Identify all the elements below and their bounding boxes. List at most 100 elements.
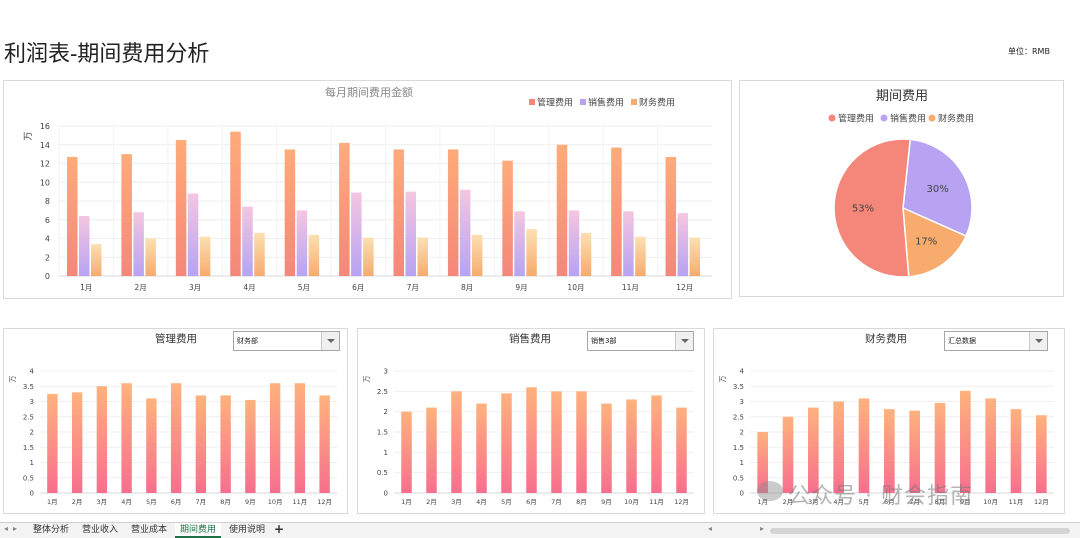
x-tick-label: 12月: [1034, 498, 1049, 506]
y-tick-label: 2: [30, 429, 34, 437]
tab-instructions[interactable]: 使用说明: [229, 525, 266, 535]
y-tick-label: 1.5: [377, 429, 388, 437]
bar: [96, 386, 108, 493]
unit-label: 单位：RMB: [1008, 47, 1050, 56]
y-tick-label: 0.5: [377, 469, 388, 477]
bar: [601, 403, 612, 493]
bar: [294, 383, 306, 493]
bar: [401, 411, 412, 493]
department-select-admin[interactable]: 财务部: [233, 331, 340, 351]
watermark: 公众号 · 财会指南: [788, 484, 973, 509]
chevron-down-icon[interactable]: [321, 332, 339, 350]
tab-revenue[interactable]: 营业收入: [82, 525, 119, 535]
page-title: 利润表-期间费用分析: [4, 42, 210, 67]
pie-value-label: 53%: [852, 204, 874, 215]
x-tick-label: 12月: [317, 498, 332, 506]
x-tick-label: 2月: [783, 498, 794, 506]
scroll-left-icon[interactable]: ◂: [708, 524, 713, 533]
y-tick-label: 3.5: [733, 383, 744, 391]
legend-label: 销售费用: [890, 113, 926, 125]
bar: [121, 383, 132, 493]
y-tick-label: 12: [40, 160, 50, 169]
x-tick-label: 12月: [676, 283, 693, 292]
pie-slice-finance: [902, 206, 968, 278]
legend-swatch: [631, 99, 637, 105]
tab-overall[interactable]: 整体分析: [33, 525, 70, 535]
x-tick-label: 9月: [960, 498, 971, 506]
x-tick-label: 10月: [268, 498, 283, 506]
chevron-down-icon[interactable]: [1029, 332, 1047, 350]
bar-sales: [187, 193, 199, 276]
bar: [858, 398, 870, 493]
bar: [1010, 409, 1022, 493]
x-tick-label: 9月: [245, 498, 256, 506]
bar-admin: [284, 149, 296, 276]
bar: [985, 398, 996, 493]
pie-value-label: 30%: [927, 184, 949, 195]
monthly-expense-chart[interactable]: 每月期间费用金额 管理费用 销售费用 财务费用万 0 2 4 6 8 10 12 14 16 1月 2月 3月…: [3, 80, 732, 299]
bar: [426, 407, 437, 493]
x-tick-label: 5月: [146, 498, 157, 506]
legend-label: 管理费用: [537, 97, 573, 109]
small-chart-title: 管理费用: [155, 332, 197, 345]
y-tick-label: 3.5: [23, 383, 34, 391]
x-tick-label: 7月: [909, 498, 920, 506]
x-tick-label: 11月: [649, 498, 664, 506]
tab-period-expense[interactable]: 期间费用: [175, 523, 222, 538]
bar: [170, 383, 182, 493]
pie-slice-sales: [902, 138, 973, 238]
bar-finance: [363, 237, 374, 276]
admin-expense-chart[interactable]: 管理费用万 0 0.5 1 1.5 2 2.5 3 3.5 4 1月 2月 3月 4月 5月 6月 7月 8月 9月…: [3, 328, 348, 514]
x-tick-label: 1月: [401, 498, 412, 506]
bar: [960, 390, 971, 493]
y-tick-label: 10: [40, 178, 50, 187]
bar-finance: [635, 236, 646, 276]
bar: [833, 401, 844, 493]
y-tick-label: 14: [40, 141, 50, 150]
tab-cost[interactable]: 营业成本: [131, 525, 168, 535]
x-tick-label: 3月: [808, 498, 819, 506]
chevron-down-icon[interactable]: [675, 332, 693, 350]
legend-label: 财务费用: [938, 113, 974, 125]
bar-sales: [133, 212, 144, 276]
wechat-icon: [757, 481, 783, 501]
prev-sheet-icon[interactable]: ◂: [4, 524, 9, 533]
x-tick-label: 3月: [189, 283, 201, 292]
bar-admin: [121, 154, 132, 276]
y-tick-label: 2: [740, 429, 744, 437]
x-tick-label: 4月: [833, 498, 844, 506]
x-tick-label: 1月: [80, 283, 92, 292]
bar: [71, 392, 83, 493]
bar-admin: [556, 144, 568, 276]
x-tick-label: 1月: [757, 498, 768, 506]
bar: [808, 407, 819, 493]
next-sheet-icon[interactable]: ▸: [13, 524, 18, 533]
bar-admin: [393, 149, 404, 276]
department-select-sales[interactable]: 销售3部: [587, 331, 694, 351]
sales-expense-chart[interactable]: 销售费用万 0 0.5 1 1.5 2 2.5 3 1月 2月 3月 4月 5月 6月 7月 8月 9月 10月 1…: [357, 328, 705, 514]
department-select-finance[interactable]: 汇总数据: [944, 331, 1048, 351]
add-sheet-button[interactable]: +: [274, 522, 285, 536]
finance-expense-chart[interactable]: 财务费用万 0 0.5 1 1.5 2 2.5 3 3.5 4 1月 2月 3月 4月 5月 6月 7月 8月 9月…: [713, 328, 1065, 514]
bar: [551, 391, 562, 493]
legend-label: 销售费用: [588, 97, 624, 109]
legend-label: 管理费用: [838, 113, 874, 125]
bar: [47, 393, 58, 493]
y-tick-label: 0.5: [733, 474, 744, 482]
x-tick-label: 6月: [352, 283, 364, 292]
y-tick-label: 0: [384, 490, 388, 498]
bar-finance: [580, 232, 592, 276]
x-tick-label: 11月: [1009, 498, 1024, 506]
x-tick-label: 2月: [134, 283, 146, 292]
y-tick-label: 2: [45, 253, 50, 262]
bar-finance: [471, 234, 483, 276]
x-tick-label: 4月: [243, 283, 255, 292]
y-tick-label: 3: [384, 368, 388, 376]
x-tick-label: 10月: [983, 498, 998, 506]
horizontal-scrollbar[interactable]: [770, 528, 1070, 534]
bar: [934, 403, 946, 493]
y-tick-label: 0: [740, 490, 744, 498]
scroll-right-icon[interactable]: ▸: [760, 524, 765, 533]
expense-pie-chart[interactable]: 期间费用 管理费用 销售费用 财务费用 30% 17% 53%: [739, 80, 1064, 297]
bar-admin: [339, 142, 350, 276]
